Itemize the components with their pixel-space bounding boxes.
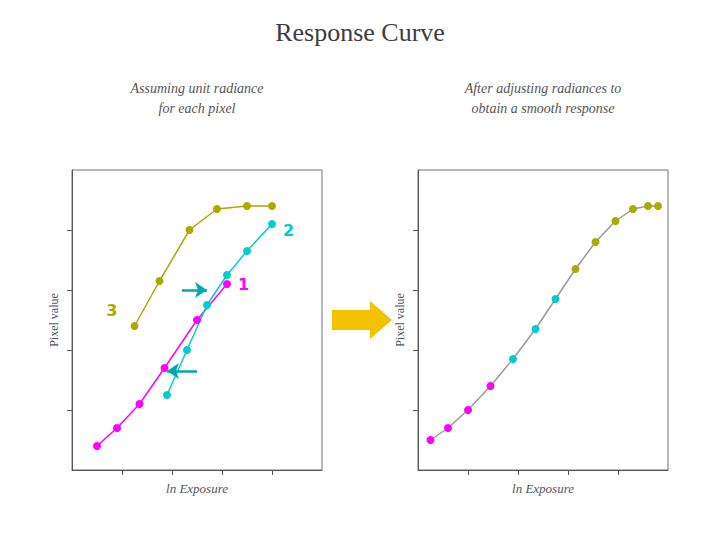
svg-text:1: 1 [238, 275, 249, 294]
svg-text:for each pixel: for each pixel [159, 101, 236, 116]
svg-text:Response Curve: Response Curve [275, 18, 445, 47]
svg-text:Pixel value: Pixel value [47, 293, 61, 347]
svg-text:Assuming unit radiance: Assuming unit radiance [130, 81, 264, 96]
svg-text:ln Exposure: ln Exposure [512, 481, 574, 496]
svg-text:obtain a smooth response: obtain a smooth response [472, 101, 615, 116]
svg-text:ln Exposure: ln Exposure [166, 481, 228, 496]
svg-text:After adjusting radiances to: After adjusting radiances to [464, 81, 622, 96]
svg-text:3: 3 [106, 301, 117, 320]
svg-text:2: 2 [283, 221, 294, 240]
svg-text:Pixel value: Pixel value [393, 293, 407, 347]
